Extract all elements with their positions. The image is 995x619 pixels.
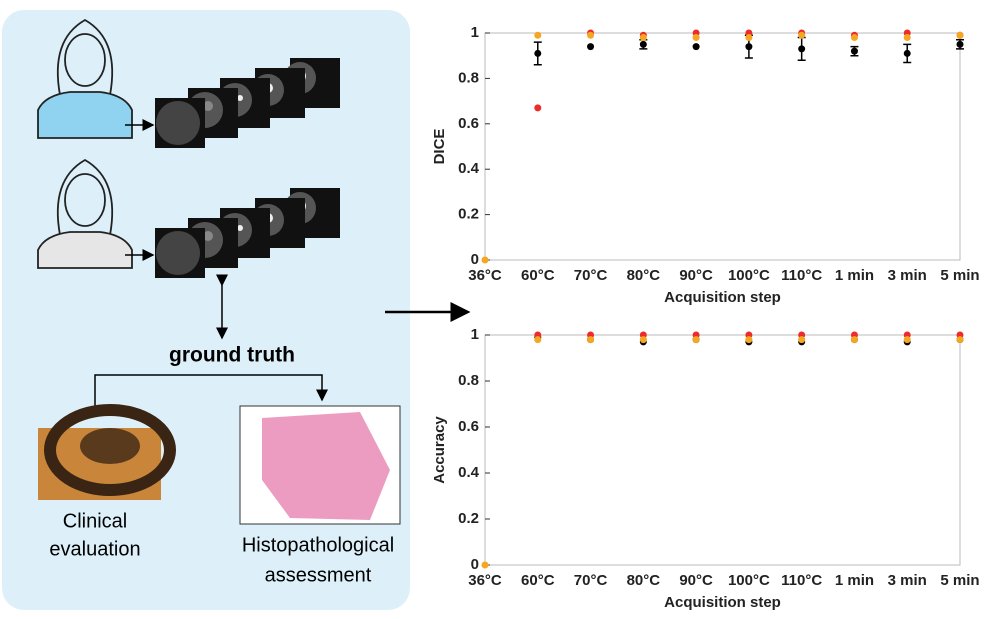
plot-area [484, 334, 961, 566]
x-tick-label: 36°C [468, 572, 502, 589]
person-icon [37, 18, 133, 139]
point [692, 336, 700, 344]
point [534, 49, 542, 57]
point [850, 47, 858, 55]
y-tick-label: 0 [471, 251, 479, 268]
point [745, 43, 753, 51]
y-tick-label: 0.4 [458, 464, 480, 481]
point [692, 43, 700, 51]
point [692, 34, 700, 42]
x-axis-label: Acquisition step [664, 289, 781, 306]
x-tick-label: 100°C [728, 267, 770, 284]
point [850, 34, 858, 42]
x-tick-label: 70°C [574, 267, 608, 284]
point [798, 31, 806, 39]
x-tick-label: 1 min [835, 572, 874, 589]
y-tick-label: 0.2 [458, 206, 479, 223]
point [850, 336, 858, 344]
point [903, 336, 911, 344]
x-tick-label: 90°C [679, 267, 713, 284]
point [798, 336, 806, 344]
x-tick-label: 70°C [574, 572, 608, 589]
point [956, 336, 964, 344]
connectors [94, 274, 471, 412]
caption: evaluation [49, 538, 140, 560]
y-tick-label: 0.4 [458, 160, 480, 177]
x-tick-label: 80°C [627, 572, 661, 589]
image-stack [125, 58, 340, 148]
x-tick-label: 60°C [521, 267, 555, 284]
x-tick-label: 100°C [728, 572, 770, 589]
point [534, 336, 542, 344]
point [903, 49, 911, 57]
point [745, 34, 753, 42]
y-tick-label: 0.8 [458, 372, 479, 389]
y-tick-label: 0.2 [458, 510, 479, 527]
y-tick-label: 0.8 [458, 69, 479, 86]
caption: assessment [265, 564, 372, 586]
point [745, 336, 753, 344]
ground-truth-label: ground truth [169, 344, 295, 367]
x-axis-label: Acquisition step [664, 594, 781, 611]
y-tick-label: 0 [471, 556, 479, 573]
y-axis-label: DICE [431, 129, 448, 165]
point [956, 40, 964, 48]
histology-photo [239, 405, 401, 525]
x-tick-label: 90°C [679, 572, 713, 589]
clinical-photo [38, 404, 176, 500]
point [903, 34, 911, 42]
x-tick-label: 80°C [627, 267, 661, 284]
point [481, 256, 489, 264]
x-tick-label: 5 min [940, 267, 979, 284]
image-stack [125, 188, 340, 278]
point [956, 31, 964, 39]
point [587, 336, 595, 344]
x-tick-label: 110°C [781, 572, 822, 589]
y-tick-label: 1 [471, 24, 479, 41]
y-axis-label: Accuracy [431, 416, 448, 484]
point [639, 40, 647, 48]
point [798, 45, 806, 53]
point [534, 104, 542, 112]
x-tick-label: 3 min [888, 267, 927, 284]
y-tick-label: 0.6 [458, 418, 479, 435]
x-tick-label: 110°C [781, 267, 822, 284]
point [481, 561, 489, 569]
point [587, 43, 595, 51]
point [534, 31, 542, 39]
caption: Clinical [63, 510, 127, 532]
point [639, 34, 647, 42]
y-tick-label: 1 [471, 326, 479, 343]
x-tick-label: 5 min [940, 572, 979, 589]
x-tick-label: 3 min [888, 572, 927, 589]
x-tick-label: 1 min [835, 267, 874, 284]
plot-area [484, 32, 961, 261]
y-tick-label: 0.6 [458, 115, 479, 132]
caption: Histopathological [242, 534, 394, 556]
person-icon [37, 158, 133, 269]
point [587, 31, 595, 39]
x-tick-label: 60°C [521, 572, 555, 589]
x-tick-label: 36°C [468, 267, 502, 284]
point [639, 336, 647, 344]
